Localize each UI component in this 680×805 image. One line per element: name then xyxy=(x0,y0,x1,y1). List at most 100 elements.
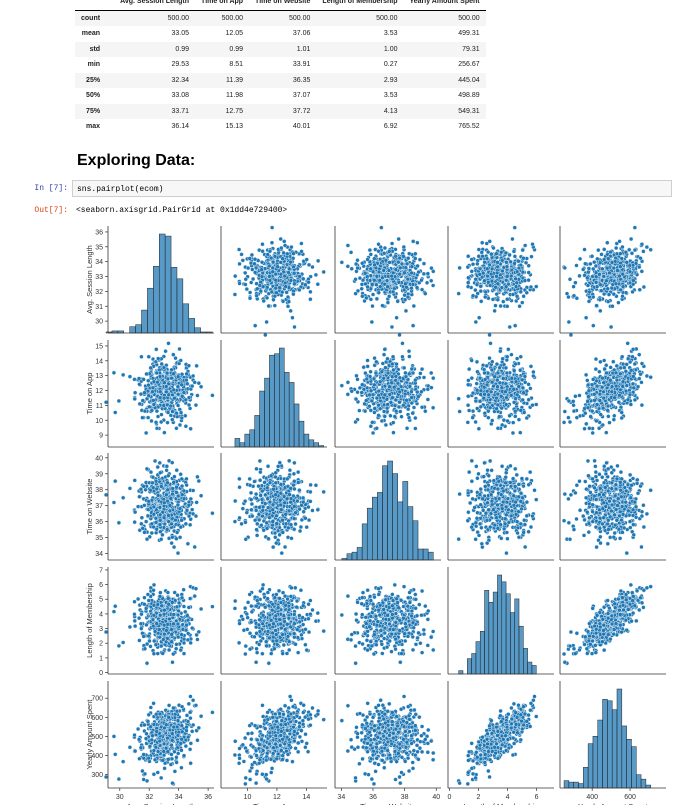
scatter-point xyxy=(165,420,170,425)
table-cell: 37.72 xyxy=(292,107,311,115)
scatter-point xyxy=(272,303,277,308)
scatter-point xyxy=(267,274,272,279)
scatter-point xyxy=(637,352,642,357)
scatter-point xyxy=(383,365,388,370)
scatter-point xyxy=(254,533,260,538)
scatter-point xyxy=(154,486,159,492)
scatter-point xyxy=(620,294,625,299)
scatter-point xyxy=(187,522,193,528)
scatter-point xyxy=(566,319,572,325)
scatter-point xyxy=(611,359,616,364)
scatter-point xyxy=(495,281,501,287)
scatter-point xyxy=(306,517,312,523)
scatter-point xyxy=(175,550,181,556)
scatter-point xyxy=(313,272,319,278)
scatter-point xyxy=(402,270,407,275)
scatter-point xyxy=(381,251,387,256)
table-cell: 498.89 xyxy=(458,92,480,100)
scatter-point xyxy=(612,395,617,400)
scatter-point xyxy=(582,426,587,431)
scatter-point xyxy=(513,409,518,414)
scatter-point xyxy=(354,373,359,379)
scatter-point xyxy=(396,259,401,265)
scatter-point xyxy=(151,512,157,517)
scatter-point xyxy=(521,256,526,261)
scatter-point xyxy=(631,374,636,379)
scatter-point xyxy=(254,281,259,286)
scatter-point xyxy=(498,303,503,309)
scatter-point xyxy=(278,271,284,277)
scatter-point xyxy=(474,381,479,386)
scatter-point xyxy=(466,280,471,285)
scatter-point xyxy=(174,411,179,416)
scatter-point xyxy=(606,256,611,261)
scatter-point xyxy=(237,485,242,490)
scatter-point xyxy=(370,392,376,397)
table-cell: 500.00 xyxy=(221,14,244,22)
scatter-point xyxy=(505,304,510,309)
scatter-point xyxy=(258,469,263,475)
scatter-point xyxy=(267,278,273,283)
scatter-point xyxy=(638,371,643,377)
scatter-point xyxy=(272,254,278,259)
scatter-point xyxy=(609,260,615,265)
scatter-point xyxy=(273,271,278,277)
scatter-point xyxy=(349,389,354,394)
scatter-point xyxy=(210,393,215,398)
scatter-point xyxy=(111,370,117,376)
scatter-point xyxy=(280,256,285,261)
histogram-bar xyxy=(279,347,285,448)
scatter-point xyxy=(593,263,599,269)
scatter-point xyxy=(495,264,500,270)
scatter-point xyxy=(601,358,607,363)
scatter-point xyxy=(370,303,375,309)
table-cell: 36.35 xyxy=(292,76,311,84)
scatter-point xyxy=(392,403,398,408)
scatter-point xyxy=(600,266,605,272)
scatter-point xyxy=(181,390,187,395)
scatter-point xyxy=(367,278,373,283)
histogram-bar xyxy=(274,353,280,448)
scatter-point xyxy=(411,239,416,244)
scatter-point xyxy=(503,389,508,394)
scatter-point xyxy=(623,369,629,374)
scatter-point xyxy=(568,332,574,338)
scatter-point xyxy=(374,274,380,279)
scatter-point xyxy=(512,225,517,230)
scatter-point xyxy=(353,419,358,425)
scatter-point xyxy=(648,247,653,252)
scatter-point xyxy=(210,510,215,516)
scatter-point xyxy=(339,260,345,265)
scatter-point xyxy=(155,493,161,498)
scatter-point xyxy=(373,370,379,376)
scatter-point xyxy=(169,540,174,546)
scatter-point xyxy=(592,259,597,265)
scatter-point xyxy=(599,384,605,390)
scatter-point xyxy=(520,300,525,305)
scatter-point xyxy=(492,308,497,314)
scatter-point xyxy=(639,242,645,247)
code-cell-input[interactable]: sns.pairplot(ecom) xyxy=(72,180,672,197)
scatter-point xyxy=(379,369,385,374)
scatter-point xyxy=(148,365,153,371)
scatter-point xyxy=(157,374,163,379)
scatter-point xyxy=(161,403,166,408)
scatter-point xyxy=(194,363,199,369)
scatter-point xyxy=(421,261,427,266)
scatter-point xyxy=(378,379,383,384)
scatter-point xyxy=(385,370,391,376)
scatter-point xyxy=(149,530,155,536)
scatter-point xyxy=(490,418,495,423)
scatter-point xyxy=(154,426,160,431)
scatter-point xyxy=(629,368,634,373)
scatter-point xyxy=(606,382,611,388)
scatter-point xyxy=(410,411,415,416)
scatter-point xyxy=(132,478,137,483)
scatter-point xyxy=(368,266,373,272)
scatter-point xyxy=(633,261,639,266)
scatter-point xyxy=(144,371,149,377)
scatter-point xyxy=(586,394,591,399)
scatter-point xyxy=(586,266,592,271)
scatter-point xyxy=(475,369,480,374)
scatter-point xyxy=(585,378,590,383)
